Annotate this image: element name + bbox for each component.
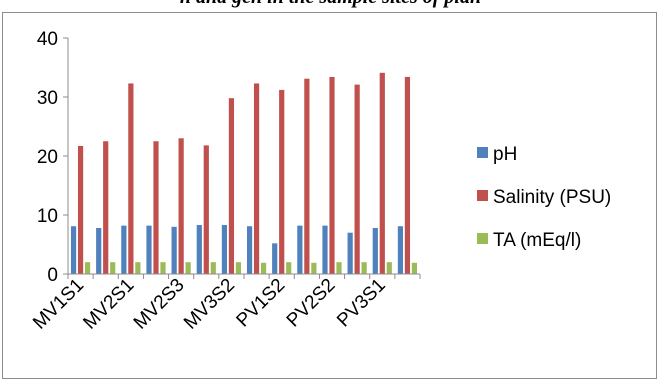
legend-label: TA (mEq/l) [493,230,581,251]
legend-swatch [477,233,488,244]
bar-salinity-mv2s3 [178,138,184,274]
bar-ph-mv3s1 [196,225,202,274]
bar-ph-pv3s2 [397,226,404,274]
chart-bars [70,72,418,275]
bar-salinity-pv1s3 [304,78,310,275]
bar-ph-pv1s3 [297,225,303,274]
bar-ph-pv1s2 [272,243,278,274]
legend-swatch [477,190,488,201]
bar-ta-pv2s3 [361,262,367,274]
bar-salinity-mv1s2 [103,141,109,274]
y-tick-label: 10 [37,206,58,227]
x-tick-label: MV1S1 [29,275,88,334]
chart-legend: pH Salinity (PSU) TA (mEq/l) [477,144,611,251]
y-tick-label: 40 [37,29,58,50]
legend-label: Salinity (PSU) [493,187,611,208]
x-tick-label: MV2S3 [130,275,189,334]
bar-ta-mv1s1 [84,262,91,274]
bar-ph-mv2s2 [146,225,152,274]
bar-ph-mv1s2 [96,227,102,274]
legend-swatch [477,147,488,158]
bar-ph-pv2s2 [322,225,328,274]
bar-salinity-pv3s1 [379,72,385,274]
x-tick-label: PV2S2 [283,275,340,332]
y-tick-label: 30 [37,88,58,109]
bar-ph-mv3s2 [221,225,228,274]
bar-ph-mv3s3 [246,226,253,274]
bar-ta-mv3s3 [260,262,267,274]
bar-ta-pv3s2 [411,262,418,274]
bar-salinity-pv3s2 [404,76,411,274]
x-tick-label: PV1S2 [233,275,290,332]
bar-ta-mv2s2 [160,262,166,274]
bar-ta-mv3s1 [210,262,216,274]
bar-ta-pv2s2 [336,262,342,274]
y-axis-ticks: 0 10 20 30 40 [37,29,68,286]
y-tick-label: 20 [37,147,58,168]
bar-salinity-mv3s3 [253,83,260,275]
bar-ph-pv2s3 [347,232,353,274]
bar-ta-pv3s1 [386,262,392,274]
x-tick-label: MV3S2 [180,275,239,334]
bar-salinity-mv2s1 [128,83,134,275]
bar-ta-mv3s2 [235,262,242,274]
chart-frame [2,12,657,379]
bar-salinity-pv2s3 [354,84,360,274]
bar-ph-mv2s1 [121,225,127,274]
figure-caption: n and gen in the sample sites of plan [0,0,661,9]
bar-ta-mv2s1 [135,262,141,274]
legend-label: pH [493,144,517,165]
x-tick-label: PV3S1 [333,275,390,332]
y-tick-label: 0 [47,265,58,286]
bar-salinity-pv1s2 [279,89,285,274]
bar-ta-pv1s3 [311,262,317,274]
bar-ph-mv2s3 [171,226,177,274]
chart-axes [67,38,420,275]
bar-salinity-mv2s2 [153,141,159,274]
bar-ta-mv2s3 [185,262,191,274]
bar-ph-pv3s1 [372,227,378,274]
bar-ta-pv1s2 [286,262,292,274]
bar-ta-mv1s2 [110,262,116,274]
bar-salinity-pv2s2 [329,76,335,274]
bar-salinity-mv3s2 [228,98,235,275]
bar-salinity-mv1s1 [77,145,84,274]
bar-salinity-mv3s1 [203,145,209,274]
x-tick-label: MV2S1 [79,275,138,334]
bar-ph-mv1s1 [70,226,77,274]
